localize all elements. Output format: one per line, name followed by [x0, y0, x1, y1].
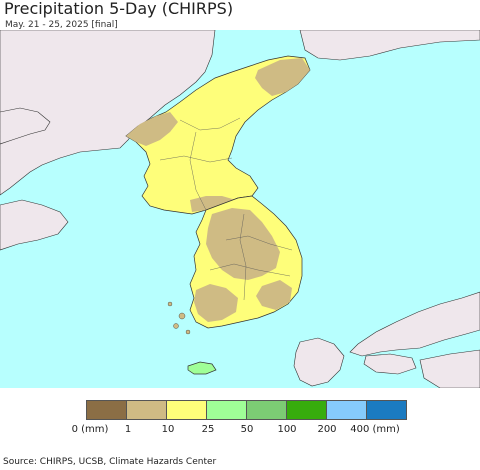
legend-swatch-6: [327, 401, 367, 419]
legend-swatch-3: [207, 401, 247, 419]
source-credit: Source: CHIRPS, UCSB, Climate Hazards Ce…: [3, 457, 217, 467]
legend-swatch-4: [247, 401, 287, 419]
legend-label-2: 10: [161, 424, 175, 435]
legend-label-6: 200: [317, 424, 337, 435]
south-korea-southwest-patch: [194, 284, 238, 322]
legend-label-4: 50: [240, 424, 254, 435]
north-korea-west-patch: [126, 112, 178, 146]
precipitation-legend: [86, 400, 407, 420]
legend-label-3: 25: [201, 424, 215, 435]
japan-kyushu: [293, 337, 345, 387]
legend-swatch-2: [167, 401, 207, 419]
legend-label-5: 100: [277, 424, 297, 435]
legend-swatch-5: [287, 401, 327, 419]
shandong-peninsula: [0, 199, 69, 251]
japan-southern-honshu: [419, 349, 480, 388]
north-korea-northeast-patch: [255, 58, 310, 96]
north-korea-south-patch: [190, 196, 236, 212]
precipitation-map: [0, 30, 480, 388]
southwest-islands: [167, 301, 191, 335]
liaodong-peninsula: [0, 107, 51, 145]
legend-labels: 0 (mm) 1 10 25 50 100 200 400 (mm): [0, 424, 480, 438]
japan-honshu: [349, 291, 480, 357]
legend-swatch-7: [367, 401, 406, 419]
legend-swatch-1: [127, 401, 167, 419]
south-korea-central-patch: [206, 208, 280, 280]
legend-swatch-0: [87, 401, 127, 419]
russia-northeast: [299, 30, 480, 61]
legend-label-7: 400 (mm): [350, 424, 400, 435]
province-boundaries: [159, 117, 293, 301]
china-mainland: [0, 30, 216, 196]
legend-label-0: 0 (mm): [71, 424, 109, 435]
map-subtitle: May. 21 - 25, 2025 [final]: [5, 20, 118, 30]
jeju-island: [187, 361, 217, 375]
japan-shikoku: [363, 353, 417, 375]
map-title: Precipitation 5-Day (CHIRPS): [4, 0, 234, 18]
legend-label-1: 1: [124, 424, 132, 435]
south-korea-southeast-patch: [256, 280, 292, 310]
